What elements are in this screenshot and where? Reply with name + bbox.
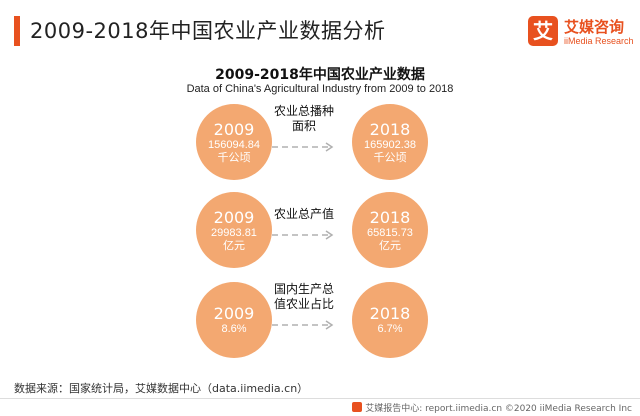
start-year: 2009	[213, 119, 255, 139]
title-accent-bar	[14, 16, 20, 46]
start-year: 2009	[213, 304, 255, 323]
metric-label-line: 农业总产值	[273, 207, 334, 221]
metric-label-line: 国内生产总	[273, 282, 334, 296]
footer-divider	[0, 398, 640, 399]
logo-name-cn: 艾媒咨询	[564, 18, 625, 36]
start-bubble: 2009 29983.81 亿元	[196, 192, 272, 268]
brand-logo: 艾 艾媒咨询 iiMedia Research	[528, 14, 634, 50]
start-unit: 亿元	[223, 239, 245, 252]
dashed-arrow-icon	[272, 230, 336, 240]
metric-label-line: 值农业占比	[273, 297, 334, 311]
chart-subtitle: Data of China's Agricultural Industry fr…	[186, 83, 454, 95]
start-value: 156094.84	[208, 138, 260, 151]
start-bubble: 2009 156094.84 千公顷	[196, 104, 272, 180]
metric-label: 农业总产值	[264, 207, 344, 222]
dashed-arrow-icon	[272, 320, 336, 330]
end-bubble: 2018 65815.73 亿元	[352, 192, 428, 268]
footer: 艾媒报告中心: report.iimedia.cn ©2020 iiMedia …	[352, 401, 632, 414]
end-value: 65815.73	[367, 226, 413, 239]
start-value: 29983.81	[211, 226, 257, 239]
end-year: 2018	[369, 304, 411, 323]
page-title: 2009-2018年中国农业产业数据分析	[30, 19, 386, 43]
end-unit: 亿元	[379, 239, 401, 252]
dashed-arrow-icon	[272, 142, 336, 152]
end-unit: 千公顷	[373, 151, 407, 164]
metric-label: 农业总播种 面积	[264, 104, 344, 134]
metric-label-line: 农业总播种	[273, 104, 334, 118]
chart-title: 2009-2018年中国农业产业数据	[215, 67, 425, 83]
start-unit: 千公顷	[217, 151, 251, 164]
start-value: 8.6%	[221, 323, 247, 335]
metric-label-line: 面积	[291, 119, 316, 133]
footer-logo-icon	[352, 402, 363, 412]
end-value: 165902.38	[364, 138, 416, 151]
logo-badge-icon: 艾	[528, 16, 558, 46]
end-year: 2018	[369, 207, 411, 227]
end-year: 2018	[369, 119, 411, 139]
footer-text: 艾媒报告中心: report.iimedia.cn ©2020 iiMedia …	[365, 404, 632, 414]
start-year: 2009	[213, 207, 255, 227]
end-value: 6.7%	[377, 323, 403, 335]
metric-label: 国内生产总 值农业占比	[264, 282, 344, 312]
data-source: 数据来源：国家统计局，艾媒数据中心（data.iimedia.cn）	[14, 382, 309, 395]
start-bubble: 2009 8.6%	[196, 282, 272, 358]
logo-name-en: iiMedia Research	[564, 36, 634, 46]
end-bubble: 2018 6.7%	[352, 282, 428, 358]
end-bubble: 2018 165902.38 千公顷	[352, 104, 428, 180]
